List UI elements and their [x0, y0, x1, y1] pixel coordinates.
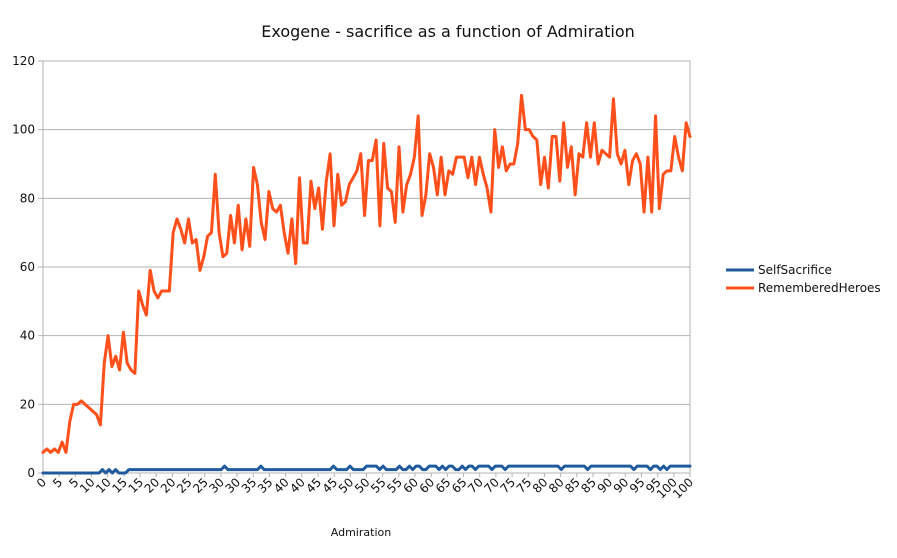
y-axis: 0 20 40 60 80 100 120 — [12, 54, 43, 480]
legend: SelfSacrifice RememberedHeroes — [726, 263, 881, 295]
chart-title: Exogene - sacrifice as a function of Adm… — [261, 22, 635, 41]
legend-label: RememberedHeroes — [758, 281, 881, 295]
y-tick-label: 100 — [12, 123, 35, 137]
y-tick-label: 40 — [20, 329, 35, 343]
y-tick-label: 20 — [20, 397, 35, 411]
x-axis: 0 5 51010151520202525303035354040454550505… — [34, 473, 696, 501]
series-line-rememberedheroes — [41, 93, 692, 454]
y-tick-label: 80 — [20, 191, 35, 205]
series-group — [41, 93, 692, 475]
series-line-selfsacrifice — [41, 464, 692, 475]
y-tick-label: 0 — [27, 466, 35, 480]
y-tick-label: 120 — [12, 54, 35, 68]
x-tick-label: 5 — [50, 475, 65, 490]
x-tick-label: 0 — [34, 475, 49, 490]
y-tick-label: 60 — [20, 260, 35, 274]
grid-lines — [43, 129, 690, 405]
legend-label: SelfSacrifice — [758, 263, 832, 277]
x-axis-label: Admiration — [331, 526, 391, 539]
